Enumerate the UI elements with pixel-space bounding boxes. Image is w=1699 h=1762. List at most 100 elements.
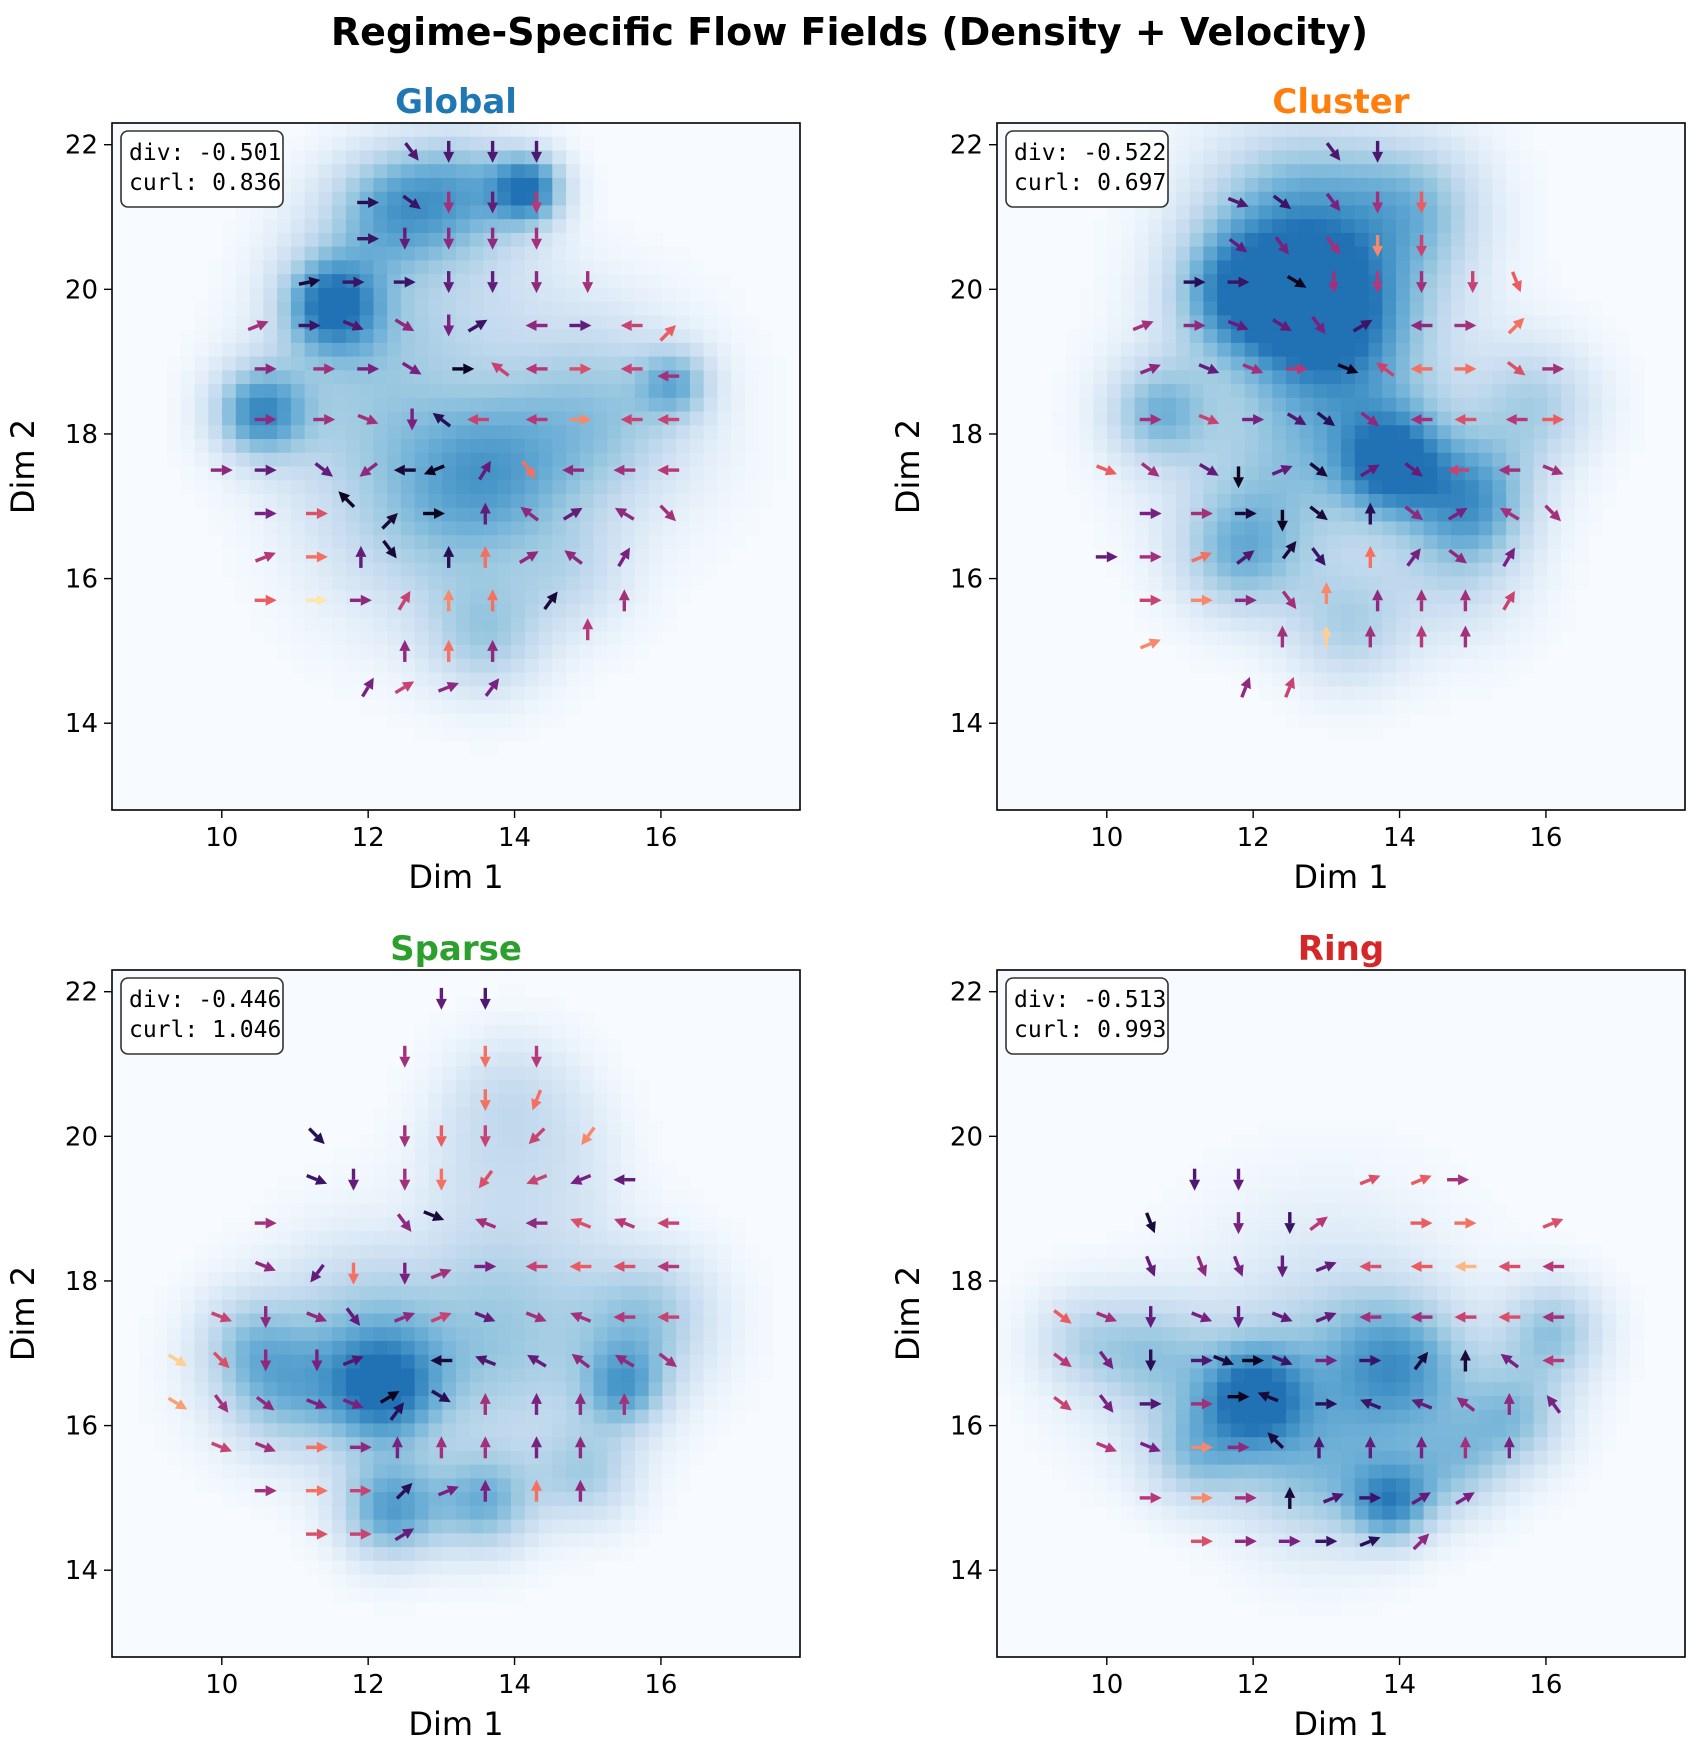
density-cell <box>1217 576 1232 591</box>
velocity-arrow-head <box>619 547 630 560</box>
density-cell <box>662 439 677 454</box>
density-cell <box>1354 301 1370 316</box>
density-cell <box>744 1299 760 1315</box>
density-cell <box>456 1340 471 1356</box>
density-cell <box>194 1299 209 1315</box>
density-cell <box>167 1368 182 1383</box>
density-cell <box>153 1368 168 1383</box>
density-cell <box>263 205 278 220</box>
density-cell <box>1519 452 1535 468</box>
density-cell <box>621 1093 636 1108</box>
density-cell <box>469 287 485 303</box>
density-cell <box>676 1313 691 1328</box>
density-cell <box>442 1519 457 1534</box>
density-cell <box>1148 287 1163 303</box>
density-cell <box>607 1066 622 1081</box>
density-cell <box>524 246 540 261</box>
density-cell <box>662 493 677 509</box>
density-cell <box>1230 452 1246 468</box>
density-cell <box>648 480 663 495</box>
density-cell <box>332 1189 347 1205</box>
density-cell <box>648 1423 663 1438</box>
density-cell <box>483 1464 498 1479</box>
density-cell <box>1189 164 1204 179</box>
density-cell <box>304 645 319 660</box>
density-cell <box>1629 370 1645 385</box>
velocity-arrow-head <box>1360 319 1373 331</box>
density-cell <box>359 397 375 413</box>
density-cell <box>703 548 719 564</box>
density-cell <box>400 493 416 509</box>
density-cell <box>1547 576 1562 591</box>
density-cell <box>662 562 677 578</box>
velocity-arrow <box>1198 413 1210 422</box>
density-cell <box>497 1382 512 1397</box>
density-cell <box>235 315 251 330</box>
density-cell <box>1327 397 1342 413</box>
density-cell <box>332 246 347 261</box>
density-cell <box>1299 507 1315 523</box>
density-cell <box>1052 384 1067 399</box>
density-cell <box>194 1368 209 1383</box>
density-cell <box>249 521 264 536</box>
density-cell <box>318 287 333 303</box>
density-cell <box>593 342 608 358</box>
velocity-arrow-head <box>439 1312 452 1323</box>
velocity-arrow-head <box>487 202 499 214</box>
density-cell <box>593 1038 608 1054</box>
density-cell <box>235 480 251 495</box>
velocity-arrow-head <box>399 1179 411 1191</box>
density-cell <box>593 1024 608 1040</box>
density-cell <box>400 1340 416 1356</box>
density-cell <box>222 384 237 399</box>
density-cell <box>428 645 443 660</box>
density-cell <box>180 1382 196 1397</box>
density-cell <box>318 1492 333 1507</box>
density-cell <box>387 1368 402 1383</box>
density-cell <box>277 315 292 330</box>
density-cell <box>277 535 292 550</box>
density-cell <box>359 150 375 165</box>
density-cell <box>621 219 636 234</box>
density-cell <box>579 1423 595 1438</box>
density-cell <box>648 617 663 632</box>
density-cell <box>277 205 292 220</box>
density-cell <box>235 260 251 275</box>
density-cell <box>235 1327 251 1342</box>
density-cell <box>1285 205 1301 220</box>
density-cell <box>194 439 209 454</box>
density-cell <box>621 631 636 646</box>
density-cell <box>1341 123 1356 138</box>
velocity-arrow-head <box>311 1360 323 1372</box>
density-cell <box>1230 260 1246 275</box>
density-cell <box>1533 590 1548 605</box>
density-cell <box>277 439 292 454</box>
density-cell <box>208 480 223 495</box>
density-cell <box>290 315 306 330</box>
density-cell <box>1382 548 1397 564</box>
density-cell <box>1258 562 1273 578</box>
density-cell <box>442 205 457 220</box>
density-cell <box>414 1093 430 1108</box>
density-cell <box>717 521 732 536</box>
density-cell <box>1368 617 1383 632</box>
density-cell <box>373 287 388 303</box>
density-cell <box>1162 535 1177 550</box>
density-cell <box>1464 452 1480 468</box>
density-cell <box>717 397 732 413</box>
density-cell <box>552 700 567 715</box>
density-cell <box>758 1354 774 1370</box>
density-cell <box>1396 411 1411 426</box>
velocity-arrow-head <box>399 238 411 250</box>
density-cell <box>1341 191 1356 207</box>
velocity-arrow <box>1240 686 1248 698</box>
density-cell <box>456 1313 471 1328</box>
density-cell <box>621 1519 636 1534</box>
density-cell <box>497 590 512 605</box>
density-cell <box>1175 548 1191 564</box>
density-cell <box>304 1368 319 1383</box>
density-cell <box>359 1176 375 1191</box>
density-cell <box>345 342 361 358</box>
density-cell <box>277 1299 292 1315</box>
density-cell <box>648 507 663 523</box>
